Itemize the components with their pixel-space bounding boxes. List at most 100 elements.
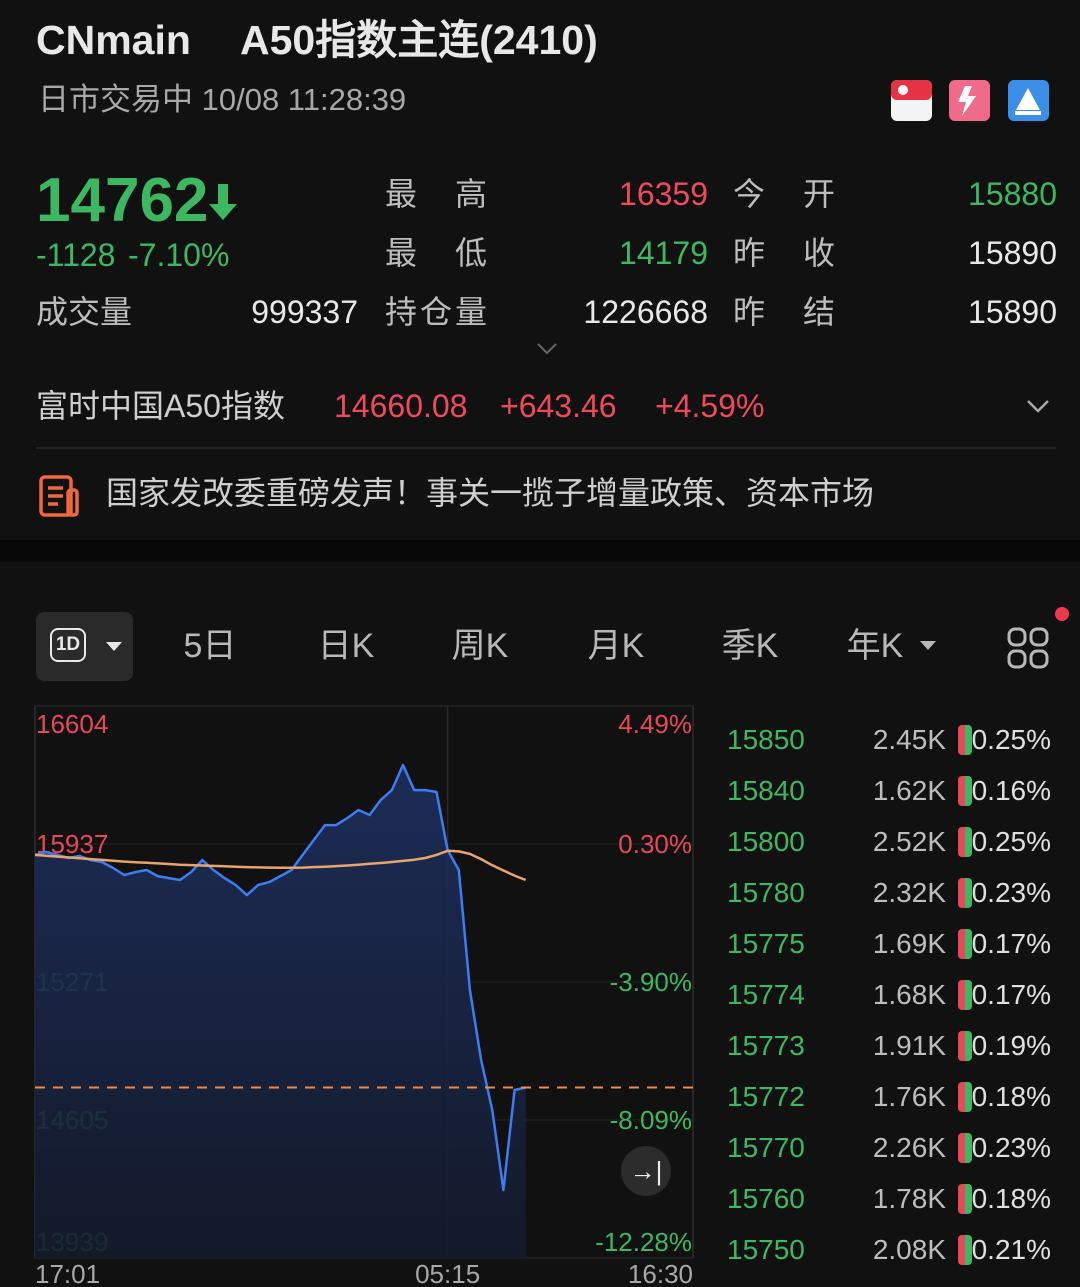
title: CNmain [36,17,191,63]
book-price: 15774 [727,979,805,1010]
market-icons [891,80,1049,121]
book-volume: 2.52K [872,826,946,857]
book-volume: 1.78K [872,1183,946,1214]
book-bar [958,776,972,806]
stat-label: 今开 [733,176,835,212]
volume-value: 999337 [251,294,358,330]
volume-label: 成交量 [36,294,133,330]
book-pct: 0.18% [971,1183,1051,1214]
book-bar [958,980,972,1010]
index-name: 富时中国A50指数 [36,388,285,424]
stat-label: 最低 [385,235,487,271]
tab[interactable]: 季K [721,627,779,665]
book-volume: 1.91K [872,1030,946,1061]
y2-tick-label: 0.30% [618,829,692,859]
book-bar [958,1031,972,1061]
book-bar [958,1133,972,1163]
y2-tick-label: -12.28% [595,1227,692,1257]
y2-tick-label: -8.09% [610,1105,692,1135]
jump-latest-button[interactable]: →| [621,1146,671,1196]
book-bar [958,929,972,959]
tab[interactable]: 月K [587,627,645,665]
book-pct: 0.23% [971,877,1051,908]
book-bar [958,1184,972,1214]
book-volume: 1.69K [872,928,946,959]
book-pct: 0.16% [971,775,1051,806]
more-grid[interactable] [1006,626,1072,672]
down-arrow [209,184,237,220]
book-price: 15850 [727,724,805,755]
notification-dot [1055,607,1069,621]
average-line [34,849,527,882]
book-volume: 1.76K [872,1081,946,1112]
book-volume: 1.68K [872,979,946,1010]
book-volume: 2.32K [872,877,946,908]
book-volume: 2.26K [872,1132,946,1163]
change-pct: -7.10% [128,237,230,273]
price-line [34,763,526,1192]
active-period: 1D [50,628,86,662]
tab[interactable]: 年K [846,627,904,665]
book-pct: 0.25% [971,826,1051,857]
stat-value: 15880 [968,176,1057,212]
book-price: 15780 [727,877,805,908]
x-tick-label: 05:15 [415,1259,480,1287]
stat-label: 最高 [385,176,487,212]
tab[interactable]: 周K [451,627,509,665]
last-price: 14762 [36,166,209,235]
price-area [35,765,526,1258]
book-bar [958,1235,972,1265]
book-price: 15750 [727,1234,805,1265]
book-price: 15800 [727,826,805,857]
book-pct: 0.25% [971,724,1051,755]
book-price: 15775 [727,928,805,959]
contract-name: A50指数主连(2410) [240,17,598,63]
book-bar [958,1082,972,1112]
stat-value: 14179 [619,235,708,271]
stat-label: 昨结 [733,294,835,330]
y2-tick-label: -3.90% [610,967,692,997]
book-pct: 0.17% [971,928,1051,959]
news-headline[interactable]: 国家发改委重磅发声！事关一揽子增量政策、资本市场 [106,475,875,511]
stat-value: 1226668 [583,294,708,330]
book-pct: 0.23% [971,1132,1051,1163]
book-pct: 0.18% [971,1081,1051,1112]
book-price: 15840 [727,775,805,806]
y2-tick-label: 4.49% [618,709,692,739]
index-change: +643.46 [500,388,617,424]
book-bar [958,725,972,755]
news-icon [39,475,79,517]
tab-dropdown[interactable] [919,640,937,652]
book-pct: 0.19% [971,1030,1051,1061]
book-price: 15760 [727,1183,805,1214]
status: 日市交易中 10/08 11:28:39 [38,82,407,117]
book-volume: 2.45K [872,724,946,755]
index-value: 14660.08 [334,388,468,424]
section-band [0,540,1080,562]
book-bar [958,878,972,908]
x-tick-label: 16:30 [628,1259,693,1287]
book-price: 15770 [727,1132,805,1163]
expand-chevron[interactable] [536,342,558,356]
book-pct: 0.21% [971,1234,1051,1265]
stat-label: 持仓量 [385,294,487,330]
book-price: 15772 [727,1081,805,1112]
stat-label: 昨收 [733,235,835,271]
x-tick-label: 17:01 [35,1259,100,1287]
book-price: 15773 [727,1030,805,1061]
stat-value: 16359 [619,176,708,212]
book-volume: 2.08K [872,1234,946,1265]
index-change-pct: +4.59% [655,388,765,424]
book-pct: 0.17% [971,979,1051,1010]
tab[interactable]: 日K [317,627,375,665]
change: -1128 [36,237,116,273]
tab[interactable]: 5日 [183,627,237,665]
stat-value: 15890 [968,294,1057,330]
period-selector[interactable]: 1D [36,612,133,681]
stat-value: 15890 [968,235,1057,271]
book-volume: 1.62K [872,775,946,806]
index-chevron[interactable] [1026,398,1050,414]
book-bar [958,827,972,857]
